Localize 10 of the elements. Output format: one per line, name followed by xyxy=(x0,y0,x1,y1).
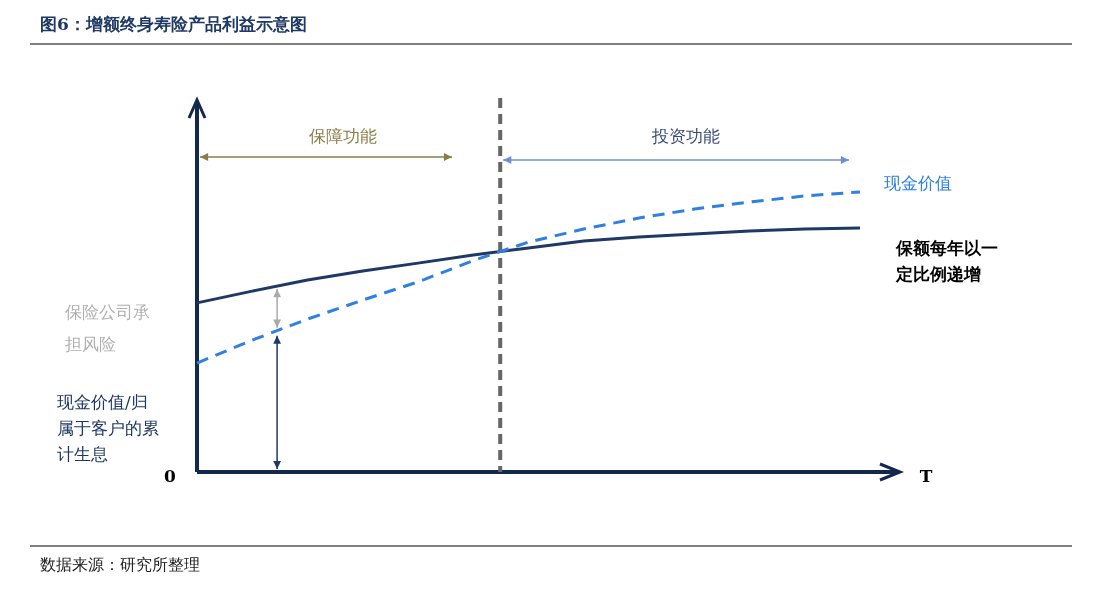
text: 现金价值/归属于客户的累计生息 xyxy=(57,392,159,464)
text: 保额每年以一定比例递增 xyxy=(895,238,998,284)
source-note: 数据来源：研究所整理 xyxy=(40,555,200,574)
text: 保障功能 xyxy=(309,126,377,146)
chart-title: 图6：增额终身寿险产品利益示意图 xyxy=(40,14,307,34)
text: 保险公司承担风险 xyxy=(65,302,150,354)
text: 0 xyxy=(164,466,177,486)
text: 投资功能 xyxy=(651,126,720,146)
series-label: 现金价值 xyxy=(884,173,952,193)
x-axis-title: T xyxy=(919,466,933,486)
